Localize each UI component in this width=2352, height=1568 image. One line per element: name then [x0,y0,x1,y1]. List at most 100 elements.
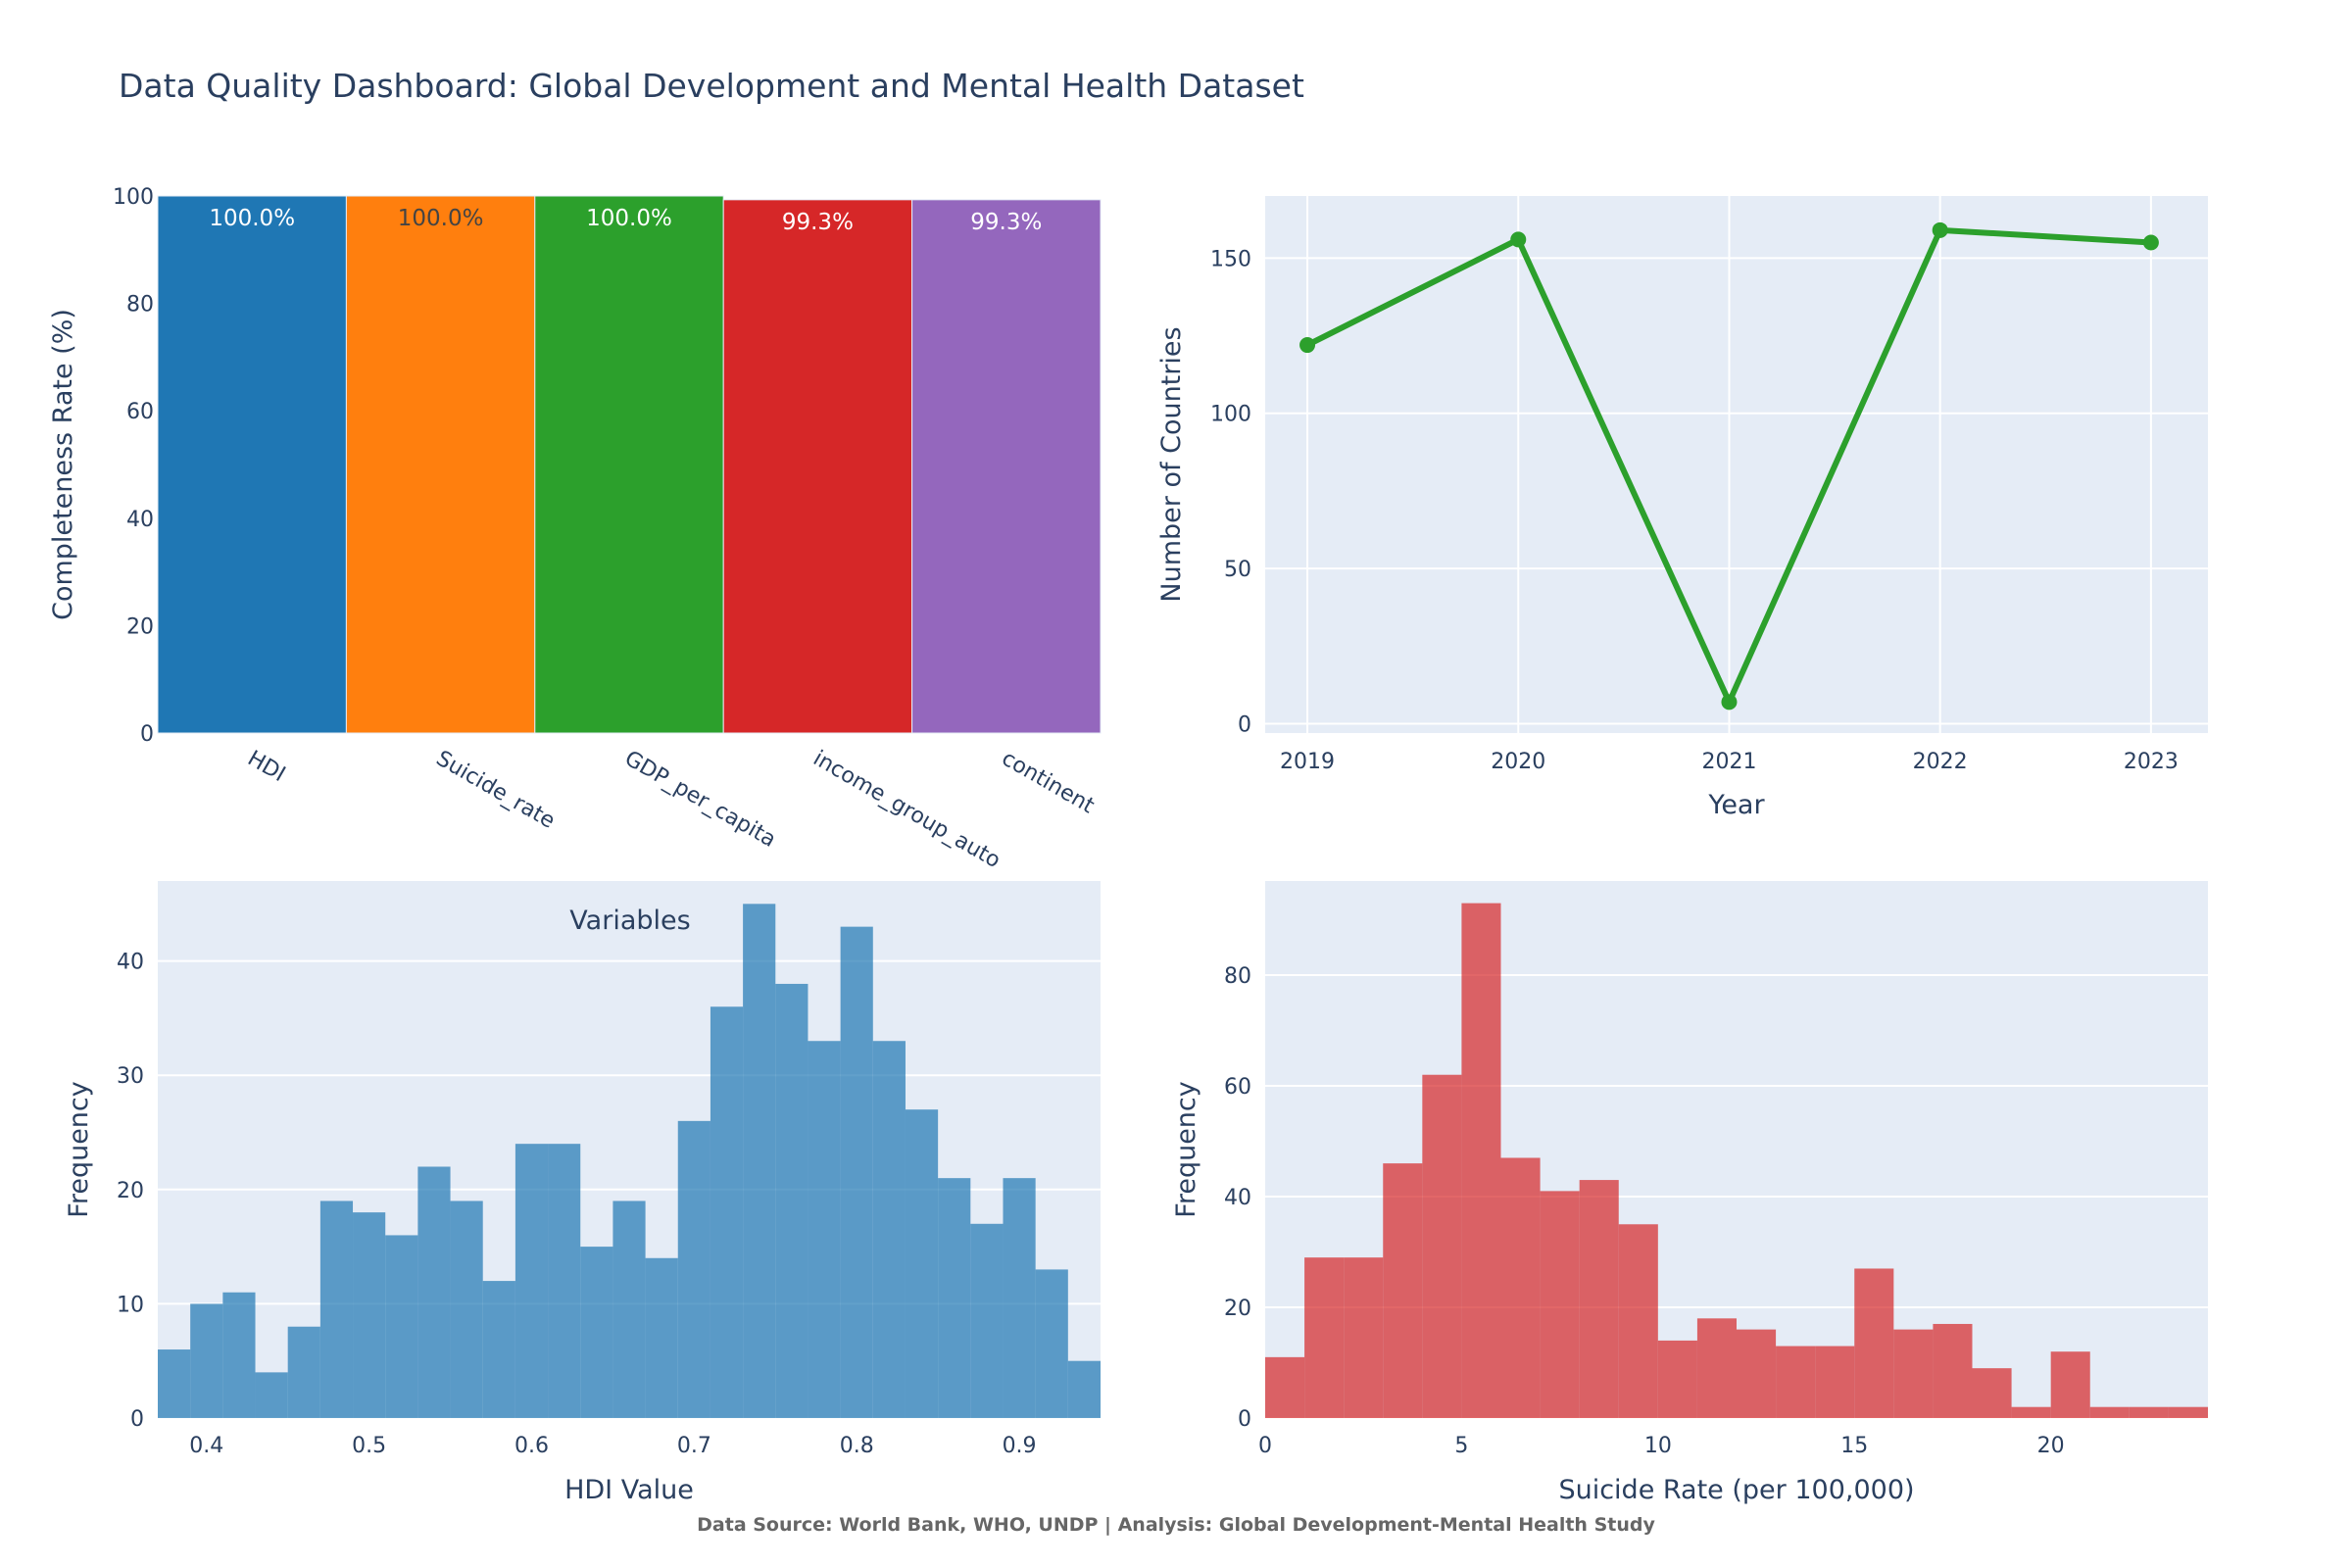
histogram-bar [417,1166,451,1418]
y-tick-label: 20 [126,614,154,639]
histogram-bar [1540,1191,1580,1418]
y-tick-label: 40 [1224,1186,1251,1210]
x-tick-label: 0.8 [840,1434,874,1458]
countries-line-chart: 2019 2020 2021 2022 2023 0 50 100 150 Year Number … [1156,196,2208,820]
histogram-bar [287,1326,320,1418]
y-tick-label: 10 [117,1293,144,1317]
x-tick-label: 2023 [2124,750,2179,774]
y-tick-label: 20 [1224,1297,1251,1321]
histogram-bar [1737,1329,1777,1418]
histogram-bar [1854,1268,1894,1418]
histogram-bar [1304,1257,1345,1418]
y-tick-label: 50 [1224,558,1251,582]
histogram-bar [645,1257,678,1418]
x-tick-label: 0.6 [514,1434,549,1458]
x-tick-label: 2020 [1491,750,1545,774]
histogram-bar [1383,1163,1423,1418]
y-axis-title: Frequency [64,1081,94,1218]
histogram-bar [1003,1178,1036,1418]
histogram-bar [710,1006,744,1418]
y-tick-label: 0 [130,1407,144,1432]
bar-Suicide_rate [345,195,536,734]
bar-label-continent: 99.3% [970,210,1042,235]
x-tick-label: 15 [1840,1434,1868,1458]
y-axis-title: Completeness Rate (%) [48,309,78,620]
histogram-bar [808,1041,841,1418]
x-tick-label: 2022 [1913,750,1968,774]
histogram-bar [905,1109,939,1418]
x-tick-label: 2019 [1280,750,1335,774]
histogram-bar [482,1281,515,1418]
x-tick-label: HDI [243,747,289,788]
histogram-bar [970,1223,1004,1418]
x-tick-label: 0.7 [677,1434,711,1458]
histogram-bar [1500,1157,1541,1418]
histogram-bar [548,1144,581,1418]
data-point [1721,694,1738,710]
histogram-bar [840,926,873,1418]
y-tick-label: 0 [1238,1407,1251,1432]
histogram-bar [2089,1406,2130,1418]
bar-label-GDP_per_capita: 100.0% [586,206,672,231]
histogram-bar [1933,1323,1973,1418]
y-tick-label: 100 [1210,403,1251,427]
x-tick-label: 0.5 [352,1434,386,1458]
histogram-bar [612,1200,646,1418]
histogram-bar [1696,1318,1737,1418]
x-axis-title: Variables [569,906,690,936]
histogram-bar [1422,1074,1462,1418]
histogram-bar [743,904,776,1418]
histogram-bar [2011,1406,2051,1418]
x-tick-label: GDP_per_capita [620,747,780,853]
bar-label-HDI: 100.0% [209,206,295,231]
histogram-bar [580,1247,613,1418]
bar-income_group_auto [722,199,913,734]
histogram-bar [2129,1406,2169,1418]
data-point [1932,221,1948,238]
x-tick-label: 2021 [1701,750,1756,774]
histogram-bar [1461,903,1501,1418]
histogram-bar [677,1120,710,1418]
x-axis-title: Suicide Rate (per 100,000) [1558,1475,1914,1505]
histogram-bar [385,1235,418,1418]
y-axis-title: Frequency [1171,1081,1201,1218]
histogram-bar [938,1178,971,1418]
x-tick-label: 0 [1258,1434,1272,1458]
histogram-bar [222,1292,256,1418]
y-tick-label: 20 [117,1179,144,1203]
histogram-bar [1657,1340,1697,1418]
y-tick-label: 40 [117,951,144,975]
histogram-bar [1815,1346,1855,1418]
histogram-bar [2168,1406,2208,1418]
x-tick-label: income_group_auto [808,747,1004,874]
bar-label-Suicide_rate: 100.0% [398,206,484,231]
histogram-bar [190,1303,223,1418]
histogram-bar [255,1372,288,1418]
histogram-bar [1067,1360,1101,1418]
x-axis-title: HDI Value [564,1475,694,1505]
y-tick-label: 40 [126,508,154,532]
bar-GDP_per_capita [534,195,724,734]
histogram-bar [319,1200,354,1418]
footer-source: Data Source: World Bank, WHO, UNDP | Ana… [697,1514,1655,1536]
histogram-bar [1265,1356,1305,1418]
histogram-bar [1972,1368,2012,1418]
histogram-bar [1618,1224,1658,1418]
data-point [1510,231,1527,248]
y-tick-label: 60 [1224,1075,1251,1100]
x-tick-label: 0.9 [1003,1434,1037,1458]
x-tick-label: continent [998,747,1099,819]
y-tick-label: 80 [1224,964,1251,989]
completeness-chart: 100.0% HDI 100.0% Suicide_rate 100.0% GDP_per… [48,185,1102,874]
y-tick-label: 30 [117,1064,144,1089]
suicide-rate-histogram: 0 20 40 60 80 0 5 10 15 20 Suicide Rate (per 100,0… [1171,881,2208,1505]
y-tick-label: 60 [126,400,154,424]
histogram-bar [1344,1257,1384,1418]
x-tick-label: 20 [2037,1434,2065,1458]
histogram-bar [1579,1180,1619,1418]
data-point [2142,234,2159,251]
histogram-bar [1035,1269,1068,1418]
bar-continent [911,199,1102,734]
